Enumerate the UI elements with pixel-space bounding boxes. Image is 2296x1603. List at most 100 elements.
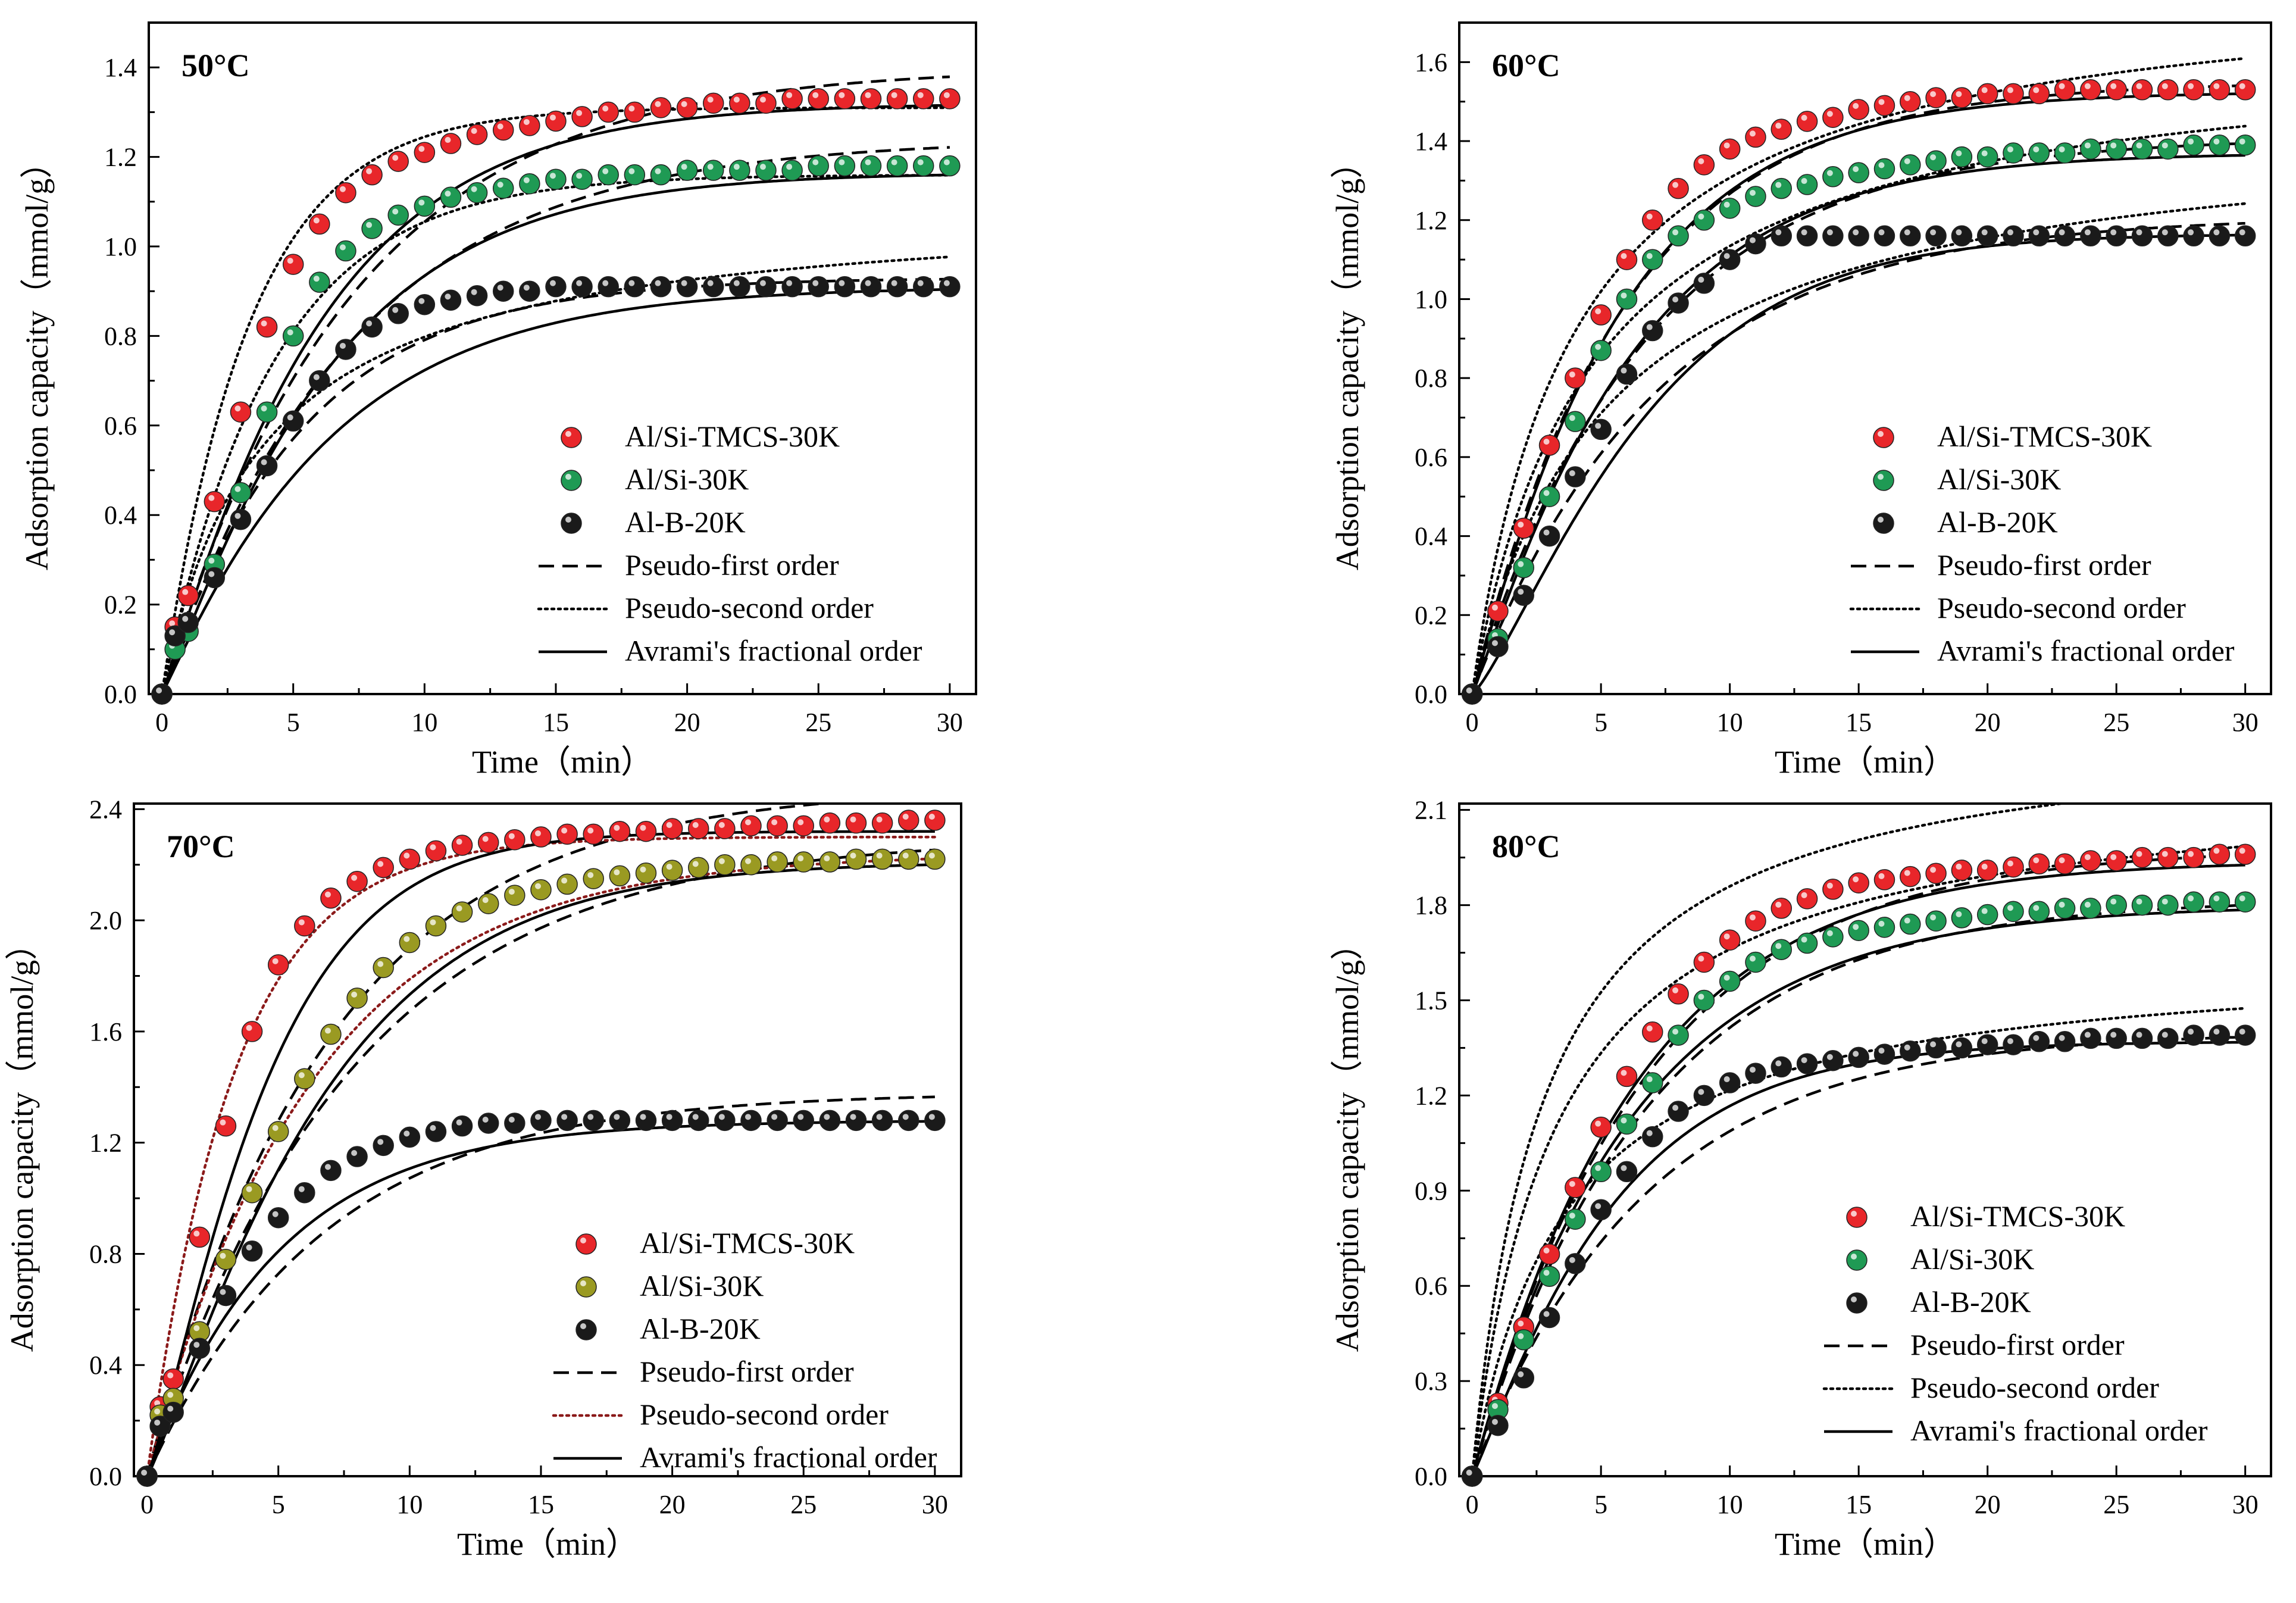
legend-label: Al/Si-30K [625,463,749,496]
point-al-b-20k [477,1113,499,1134]
point-al-si-tmcs-30k [1873,869,1895,890]
plot-frame [1458,21,2272,695]
legend-item-al-b-20k: Al-B-20K [1873,505,2058,539]
point-al-b-20k [1538,1307,1560,1329]
point-al-si-tmcs-30k [346,870,368,892]
x-tick-label: 20 [1975,708,2001,737]
point-al-b-20k [1487,636,1509,658]
point-al-si-tmcs-30k [1822,879,1844,900]
curve-pseudo-first-order [145,804,836,1476]
point-al-si-tmcs-30k [1538,435,1560,456]
x-tick-label: 30 [2232,708,2259,737]
y-tick-label: 1.5 [1415,986,1447,1015]
y-tick-label: 0.8 [89,1239,122,1268]
point-al-b-20k [1771,1056,1793,1078]
x-tick-label: 15 [543,708,569,737]
point-al-si-tmcs-30k [1668,983,1689,1005]
legend-item-al-b-20k: Al-B-20K [1846,1285,2031,1318]
point-al-si-30k [1616,1113,1638,1135]
point-al-si-tmcs-30k [492,119,514,141]
curve-pseudo-first-order [1471,221,2245,694]
point-al-si-30k [2106,894,2127,916]
point-al-si-tmcs-30k [1565,1177,1586,1198]
x-tick-label: 25 [2103,1490,2129,1519]
point-al-si-30k [1565,1208,1586,1230]
point-al-b-20k [1796,225,1818,247]
point-al-si-30k [1976,904,1998,926]
point-al-si-tmcs-30k [267,954,289,976]
point-al-si-tmcs-30k [793,815,814,837]
point-al-b-20k [256,455,278,477]
point-al-b-20k [1616,363,1638,385]
point-al-si-30k [793,851,814,873]
point-al-b-20k [545,276,567,298]
point-al-b-20k [2234,1024,2256,1046]
point-al-si-30k [687,857,709,879]
legend-item-pseudo-second-order: Pseudo-second order [1849,591,2186,624]
point-al-si-30k [1951,907,1973,929]
y-tick-label: 1.0 [1415,285,1447,314]
point-al-si-30k [1513,557,1535,579]
point-al-b-20k [556,1110,578,1132]
point-al-b-20k [740,1110,762,1132]
point-al-si-tmcs-30k [939,88,961,110]
point-al-si-tmcs-30k [504,829,525,851]
point-al-si-30k [256,401,278,423]
point-al-b-20k [781,276,803,298]
legend-label: Pseudo-second order [1910,1371,2159,1404]
point-al-b-20k [939,276,961,298]
x-tick-label: 25 [790,1490,817,1519]
legend-label: Pseudo-second order [640,1398,889,1431]
point-al-si-tmcs-30k [808,88,829,110]
point-al-si-tmcs-30k [477,832,499,854]
point-al-si-tmcs-30k [1951,87,1973,108]
point-al-si-30k [1590,339,1612,361]
point-al-si-tmcs-30k [2106,850,2127,871]
point-al-si-30k [230,482,252,504]
point-al-si-tmcs-30k [294,915,315,937]
curve-pseudo-first-order [160,277,950,694]
point-al-si-tmcs-30k [1848,99,1869,120]
y-tick-label: 0.0 [89,1462,122,1491]
point-al-si-30k [1668,1024,1689,1046]
x-tick-label: 10 [1717,708,1743,737]
point-al-si-30k [530,879,552,901]
point-al-si-tmcs-30k [676,97,698,118]
legend-item-avrami-s-fractional-order: Avrami's fractional order [553,1440,937,1474]
point-al-b-20k [912,276,934,298]
x-tick-label: 20 [659,1490,686,1519]
y-tick-label: 0.4 [1415,522,1447,551]
point-al-si-30k [1719,970,1741,992]
point-al-si-tmcs-30k [2183,846,2204,868]
point-al-si-30k [440,186,462,208]
point-al-b-20k [151,683,173,705]
legend-label: Pseudo-first order [640,1355,854,1388]
legend-label: Al/Si-TMCS-30K [1937,420,2152,453]
point-al-b-20k [2157,225,2179,247]
point-al-si-30k [1976,146,1998,168]
y-tick-label: 2.0 [89,906,122,935]
point-al-b-20k [1745,233,1766,255]
point-al-b-20k [204,567,226,589]
point-al-b-20k [361,316,383,338]
y-tick-label: 0.6 [104,411,137,440]
legend: Al/Si-TMCS-30K Al/Si-30K Al-B-20K Pseudo-fi… [537,420,922,667]
y-axis-label: Adsorption capacity（mmol/g） [4,928,40,1352]
point-al-b-20k [1719,1072,1741,1093]
point-al-si-tmcs-30k [2028,83,2050,105]
point-al-si-30k [1771,177,1793,199]
curve-pseudo-first-order [145,848,936,1476]
point-al-b-20k [1873,1043,1895,1065]
legend-item-avrami-s-fractional-order: Avrami's fractional order [1851,634,2235,667]
point-al-si-30k [609,865,631,887]
point-al-si-30k [1848,920,1869,941]
legend: Al/Si-TMCS-30K Al/Si-30K Al-B-20K Pseudo-fi… [552,1226,937,1474]
point-al-si-30k [1513,1329,1535,1351]
point-al-si-30k [1693,989,1715,1011]
x-axis-label: Time（min） [457,1526,638,1562]
legend-label: Al-B-20K [1937,505,2058,539]
point-al-si-tmcs-30k [2054,79,2076,101]
point-al-si-tmcs-30k [387,151,409,172]
curve-pseudo-second-order [1471,845,2247,1476]
point-al-b-20k [2106,225,2127,247]
